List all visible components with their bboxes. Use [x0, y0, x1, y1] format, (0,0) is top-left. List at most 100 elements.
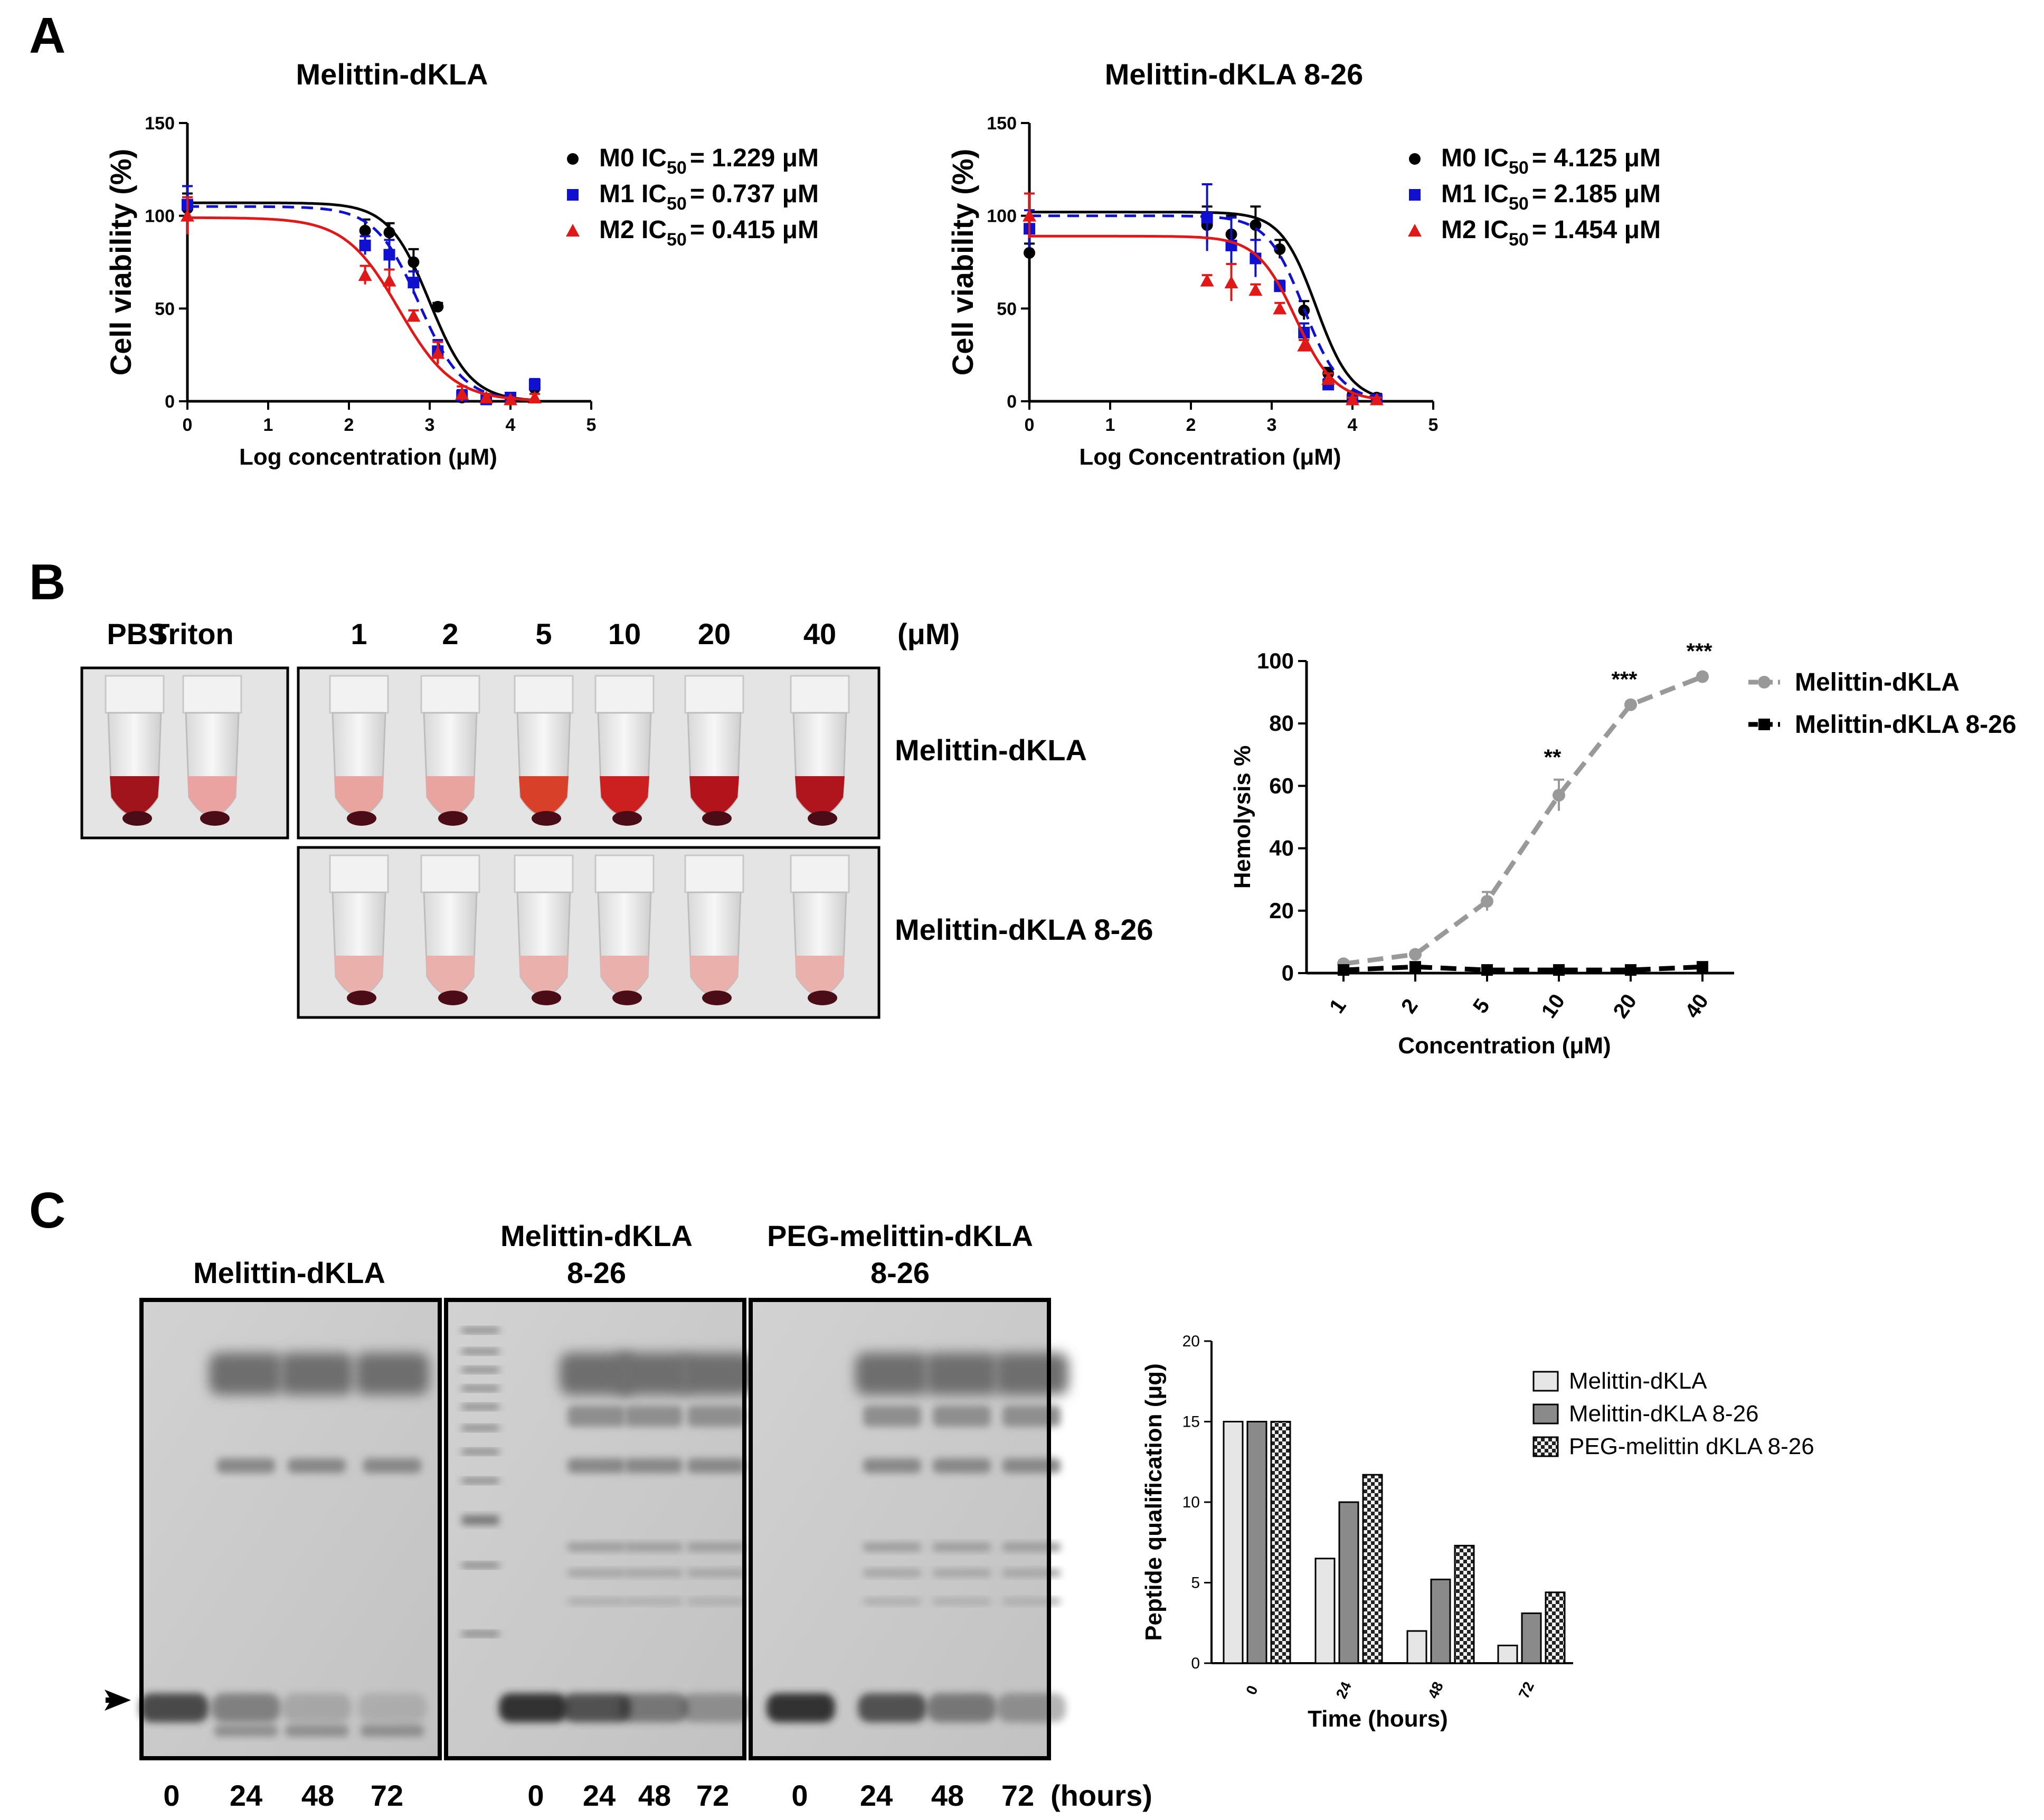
data-point-m0	[408, 256, 420, 268]
tube-cap	[105, 675, 165, 714]
serum-band	[567, 1598, 626, 1605]
data-point-m0	[359, 224, 371, 237]
data-point-m2	[181, 209, 194, 222]
gel-frame	[444, 1298, 746, 1760]
y-tick-label: 0	[1282, 960, 1294, 985]
legend-ic50-prefix: M1 IC	[1441, 180, 1509, 208]
y-tick-label: 60	[1269, 773, 1294, 798]
serum-band	[925, 1353, 999, 1395]
legend-swatch	[1532, 1371, 1559, 1392]
bar-0	[1314, 1558, 1336, 1664]
data-point-m2	[1224, 276, 1238, 289]
photo-header-label: 2	[442, 617, 458, 650]
row-label: Melittin-dKLA 8-26	[895, 913, 1153, 946]
data-point-melittin-dkla-8-26	[1625, 964, 1636, 976]
y-axis-label: Hemolysis %	[1229, 746, 1255, 889]
serum-band	[214, 1725, 278, 1737]
gel-frame	[749, 1298, 1051, 1760]
legend-marker	[1758, 676, 1771, 689]
data-point-melittin-dkla-8-26	[1338, 964, 1349, 976]
legend-ic50-value: = 0.415 μM	[690, 216, 819, 244]
legend-label: Melittin-dKLA	[1795, 668, 1960, 696]
y-tick-label: 50	[997, 299, 1017, 319]
fit-curve-m1	[187, 205, 535, 402]
tube-melittin-dkla-8-26	[329, 854, 389, 1005]
tube-cap	[684, 854, 744, 893]
x-tick-label: 5	[586, 415, 597, 435]
tube-melittin-dkla	[594, 675, 655, 826]
ladder-band	[462, 1515, 499, 1525]
tube-melittin-dkla	[420, 675, 480, 826]
tube-cap	[514, 675, 574, 714]
serum-band	[933, 1406, 991, 1427]
serum-band	[933, 1458, 991, 1473]
chart-title: Melittin-dKLA 8-26	[1105, 58, 1363, 91]
x-tick-label: 2	[1186, 415, 1196, 435]
legend-label: Melittin-dKLA 8-26	[1795, 711, 2017, 739]
data-point-m2	[1369, 392, 1384, 406]
tube-cap	[420, 854, 480, 893]
y-tick-label: 0	[1007, 392, 1017, 412]
y-tick-label: 0	[165, 392, 175, 412]
data-point-m2	[527, 390, 542, 403]
arrow-icon	[105, 1690, 131, 1711]
bar-1	[1521, 1612, 1542, 1664]
data-point-m2	[1346, 392, 1359, 406]
data-point-melittin-dkla-8-26	[1697, 961, 1708, 973]
tube-pellet	[438, 811, 468, 826]
gel-lane-label: 0	[791, 1779, 808, 1812]
peptide-band	[928, 1693, 996, 1722]
panel-letter-c: C	[29, 1182, 65, 1239]
tube-cap	[329, 854, 389, 893]
y-tick-label: 100	[1257, 648, 1294, 673]
series-line-1	[1343, 964, 1703, 973]
legend-label-m1: M1 IC50 = 2.185 μM	[1441, 180, 1661, 214]
data-point-m2	[1297, 338, 1311, 352]
photo-header-label: (μM)	[897, 617, 960, 650]
serum-band	[285, 1725, 348, 1737]
y-tick-label: 20	[1182, 1333, 1200, 1350]
legend-ic50-value: = 1.454 μM	[1532, 216, 1661, 244]
legend-marker-m2	[566, 224, 580, 237]
serum-band	[863, 1543, 921, 1551]
bar-1	[1246, 1421, 1267, 1664]
gel-title: Melittin-dKLA	[500, 1219, 693, 1252]
gel-lane-label: 48	[931, 1779, 964, 1812]
x-tick-label: 24	[1333, 1679, 1355, 1701]
tube-cap	[790, 675, 850, 714]
legend-ic50-value: = 0.737 μM	[690, 180, 819, 208]
y-tick-label: 0	[1191, 1655, 1200, 1672]
row-label: Melittin-dKLA	[895, 733, 1087, 767]
serum-band	[679, 1353, 753, 1395]
data-point-m2	[1321, 372, 1336, 385]
significance-label: ***	[1686, 639, 1712, 664]
ladder-band	[462, 1632, 499, 1636]
serum-band	[863, 1406, 921, 1427]
photo-header-label: Triton	[152, 617, 234, 650]
gel-frame	[139, 1298, 442, 1760]
peptide-band	[619, 1693, 688, 1722]
serum-band	[361, 1725, 424, 1737]
tube-liquid	[689, 776, 739, 815]
series-line-0	[1343, 674, 1704, 966]
tube-liquid	[110, 776, 159, 815]
data-point-m2	[431, 346, 445, 359]
ladder-band	[462, 1404, 499, 1409]
chart-a-melittin-dkla-8-26: Melittin-dKLA 8-26 0 50 100 150 0 1 2 3 4 5 Log Con…	[946, 58, 1661, 470]
data-point-m2	[504, 392, 517, 406]
data-point-m2	[1273, 301, 1287, 315]
peptide-band	[212, 1693, 280, 1722]
serum-band	[567, 1406, 626, 1427]
data-point-m0	[383, 227, 395, 239]
gel-lane-label: 48	[301, 1779, 334, 1812]
data-point-m2	[479, 390, 494, 403]
data-point-m0	[432, 300, 444, 313]
legend-marker-m0	[567, 153, 579, 165]
legend-ic50-prefix: M0 IC	[1441, 144, 1509, 172]
gel-title: PEG-melittin-dKLA	[767, 1219, 1033, 1252]
x-tick-label: 4	[506, 415, 516, 435]
data-point-m1	[359, 239, 371, 251]
y-axis-label: Cell viability (%)	[946, 149, 979, 375]
ladder-band	[462, 1328, 499, 1333]
tube-liquid	[600, 956, 649, 995]
